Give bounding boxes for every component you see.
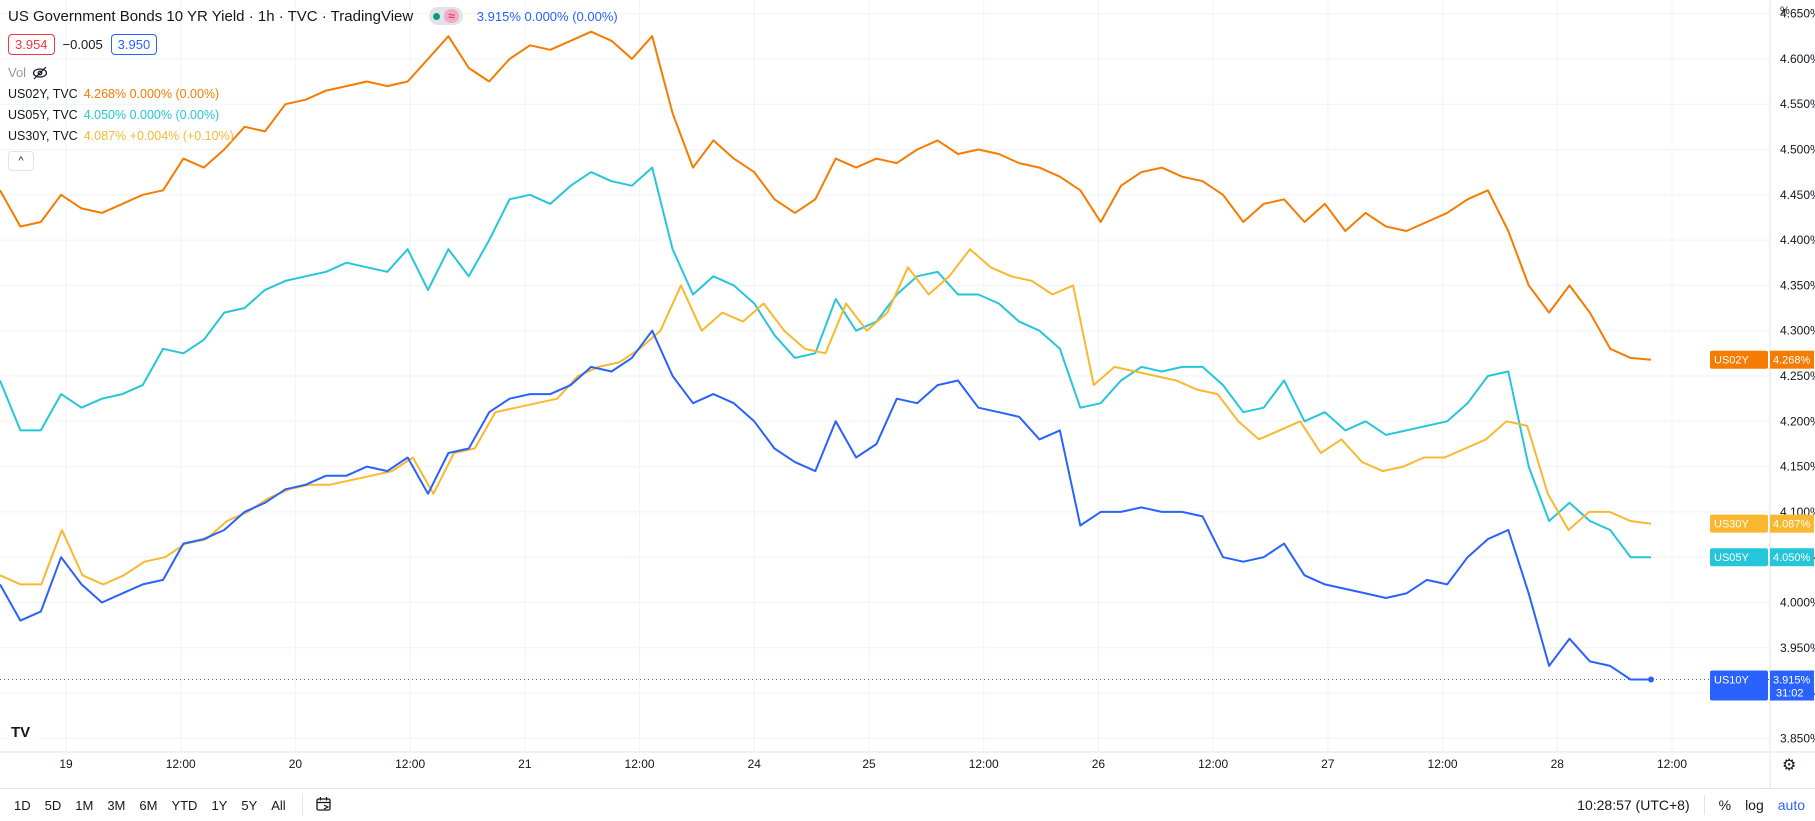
series-axis-tag-us05y: [1710, 548, 1768, 567]
y-tick-label: 3.950%: [1780, 641, 1815, 655]
delayed-data-icon: ≈: [444, 9, 459, 23]
range-button-1y[interactable]: 1Y: [211, 797, 228, 813]
percent-scale-button[interactable]: %: [1718, 797, 1732, 813]
series-tag-name: US05Y: [1714, 552, 1750, 564]
series-price-tag-us10y: [1770, 670, 1814, 701]
chevron-up-icon: ^: [18, 155, 24, 167]
hidden-eye-icon[interactable]: [32, 66, 48, 80]
x-tick-label: 25: [862, 757, 876, 771]
toolbar-divider: [1703, 795, 1705, 815]
series-axis-tag-us10y: [1710, 670, 1768, 701]
y-unit-label: %: [1780, 5, 1790, 17]
volume-label: Vol: [8, 65, 27, 80]
series-line-us02y[interactable]: [0, 30, 1652, 361]
goto-date-icon[interactable]: [315, 796, 333, 815]
y-tick-label: 3.850%: [1780, 731, 1815, 745]
range-button-5y[interactable]: 5Y: [241, 797, 258, 813]
market-status-pill[interactable]: ≈: [429, 7, 463, 25]
x-tick-label: 20: [289, 757, 303, 771]
bottom-right-controls: 10:28:57 (UTC+8) % log auto: [1577, 789, 1805, 821]
series-name: US02Y, TVC: [8, 87, 78, 101]
series-name: US05Y, TVC: [8, 108, 78, 122]
collapse-legend-button[interactable]: ^: [8, 151, 34, 171]
main-quote: 3.915% 0.000% (0.00%): [476, 8, 618, 24]
series-value: 4.087% +0.004% (+0.10%): [83, 129, 234, 143]
y-tick-label: 4.150%: [1780, 460, 1815, 474]
volume-row: Vol: [8, 65, 618, 80]
series-tag-name: US02Y: [1714, 355, 1750, 367]
series-tag-name: US10Y: [1714, 675, 1750, 687]
x-tick-label: 12:00: [1198, 757, 1228, 771]
series-value: 4.050% 0.000% (0.00%): [83, 108, 220, 122]
legend-title-row: US Government Bonds 10 YR Yield · 1h · T…: [8, 6, 618, 26]
toolbar-divider: [301, 795, 303, 815]
countdown-label: 31:02: [1776, 688, 1804, 700]
tradingview-logo: [8, 720, 38, 742]
sell-button[interactable]: 3.954: [8, 34, 55, 55]
x-tick-label: 28: [1551, 757, 1565, 771]
series-tag-price: 4.087%: [1773, 519, 1811, 531]
legend-series-us05y[interactable]: US05Y, TVC 4.050% 0.000% (0.00%): [8, 108, 618, 122]
legend-series-us30y[interactable]: US30Y, TVC 4.087% +0.004% (+0.10%): [8, 129, 618, 143]
tradingview-logo-icon: TV: [11, 724, 30, 741]
series-line-us10y[interactable]: [0, 329, 1651, 681]
clock-timezone[interactable]: 10:28:57 (UTC+8): [1577, 797, 1690, 813]
symbol-title[interactable]: US Government Bonds 10 YR Yield · 1h · T…: [8, 7, 414, 25]
range-button-all[interactable]: All: [271, 797, 286, 813]
gear-icon[interactable]: ⚙: [1782, 755, 1796, 774]
range-button-ytd[interactable]: YTD: [171, 797, 198, 813]
x-tick-label: 27: [1321, 757, 1335, 771]
y-tick-label: 4.450%: [1780, 188, 1815, 202]
y-tick-label: 4.500%: [1780, 142, 1815, 156]
series-price-tag-us05y: [1770, 548, 1814, 567]
y-tick-label: 4.250%: [1780, 369, 1815, 383]
series-tag-price: 4.050%: [1773, 552, 1811, 564]
legend: US Government Bonds 10 YR Yield · 1h · T…: [8, 6, 618, 171]
x-tick-label: 12:00: [395, 757, 425, 771]
series-axis-tag-us30y: [1710, 514, 1768, 533]
range-button-6m[interactable]: 6M: [139, 797, 158, 813]
series-tag-name: US30Y: [1714, 519, 1750, 531]
range-button-3m[interactable]: 3M: [107, 797, 126, 813]
series-value: 4.268% 0.000% (0.00%): [83, 87, 220, 101]
y-tick-label: 4.300%: [1780, 324, 1815, 338]
x-tick-label: 12:00: [625, 757, 655, 771]
trade-row: 3.954 −0.005 3.950: [8, 34, 618, 55]
x-tick-label: 12:00: [1657, 757, 1687, 771]
series-axis-tag-us02y: [1710, 350, 1768, 369]
last-price-dot: [1648, 676, 1654, 683]
log-scale-button[interactable]: log: [1745, 797, 1764, 813]
y-tick-label: 4.200%: [1780, 414, 1815, 428]
series-price-tag-us02y: [1770, 350, 1814, 369]
series-tag-price: 3.915%: [1773, 675, 1811, 687]
bottom-toolbar: 1D 5D 1M 3M 6M YTD 1Y 5Y All 10:28:57 (U…: [0, 788, 1815, 821]
x-tick-label: 21: [518, 757, 532, 771]
y-tick-label: 4.600%: [1780, 52, 1815, 66]
spread-value: −0.005: [62, 37, 103, 52]
x-tick-label: 19: [59, 757, 73, 771]
series-line-us05y[interactable]: [0, 166, 1651, 559]
x-tick-label: 24: [748, 757, 762, 771]
y-tick-label: 4.650%: [1780, 7, 1815, 21]
series-tag-price: 4.268%: [1773, 355, 1811, 367]
legend-series-us02y[interactable]: US02Y, TVC 4.268% 0.000% (0.00%): [8, 87, 618, 101]
y-tick-label: 4.350%: [1780, 278, 1815, 292]
series-line-us30y[interactable]: [0, 248, 1652, 586]
range-button-1d[interactable]: 1D: [14, 797, 31, 813]
y-tick-label: 4.000%: [1780, 596, 1815, 610]
x-tick-label: 12:00: [969, 757, 999, 771]
x-tick-label: 26: [1092, 757, 1106, 771]
buy-button[interactable]: 3.950: [110, 34, 158, 55]
series-name: US30Y, TVC: [8, 129, 78, 143]
range-button-5d[interactable]: 5D: [44, 797, 62, 813]
range-button-1m[interactable]: 1M: [75, 797, 94, 813]
auto-scale-button[interactable]: auto: [1777, 797, 1805, 813]
x-tick-label: 12:00: [1428, 757, 1458, 771]
y-tick-label: 4.400%: [1780, 233, 1815, 247]
y-tick-label: 4.550%: [1780, 97, 1815, 111]
chart-area[interactable]: 4.650% 4.600% 4.550% 4.500% 4.450% 4.400% 4.35…: [0, 0, 1815, 788]
market-open-dot-icon: [433, 12, 441, 20]
x-tick-label: 12:00: [166, 757, 196, 771]
series-price-tag-us30y: [1770, 514, 1814, 533]
